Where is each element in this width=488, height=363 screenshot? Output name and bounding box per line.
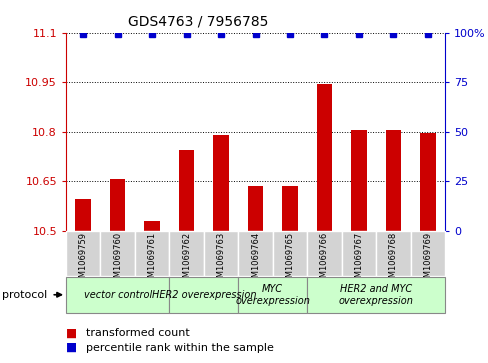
- Bar: [419, 133, 435, 231]
- Bar: [385, 130, 400, 231]
- Bar: [238, 277, 306, 313]
- Text: GSM1069766: GSM1069766: [319, 232, 328, 288]
- Text: GSM1069769: GSM1069769: [423, 232, 431, 288]
- Text: GSM1069767: GSM1069767: [354, 232, 363, 288]
- Text: protocol: protocol: [2, 290, 48, 300]
- Bar: [144, 221, 160, 231]
- Bar: [341, 231, 375, 276]
- Bar: [100, 231, 135, 276]
- Bar: [179, 150, 194, 231]
- Bar: [169, 277, 238, 313]
- Text: MYC
overexpression: MYC overexpression: [235, 284, 309, 306]
- Bar: [169, 231, 203, 276]
- Text: GSM1069768: GSM1069768: [388, 232, 397, 288]
- Text: GSM1069760: GSM1069760: [113, 232, 122, 288]
- Text: GSM1069763: GSM1069763: [216, 232, 225, 288]
- Bar: [213, 135, 228, 231]
- Bar: [66, 277, 169, 313]
- Text: GSM1069759: GSM1069759: [79, 232, 87, 288]
- Bar: [306, 231, 341, 276]
- Bar: [238, 231, 272, 276]
- Text: GSM1069764: GSM1069764: [250, 232, 260, 288]
- Bar: [306, 277, 444, 313]
- Text: GSM1069765: GSM1069765: [285, 232, 294, 288]
- Text: vector control: vector control: [83, 290, 151, 300]
- Bar: [410, 231, 444, 276]
- Text: transformed count: transformed count: [85, 328, 189, 338]
- Title: GDS4763 / 7956785: GDS4763 / 7956785: [128, 15, 268, 29]
- Text: HER2 and MYC
overexpression: HER2 and MYC overexpression: [338, 284, 413, 306]
- Text: GSM1069762: GSM1069762: [182, 232, 191, 288]
- Text: ■: ■: [66, 341, 77, 354]
- Text: GSM1069761: GSM1069761: [147, 232, 156, 288]
- Bar: [316, 84, 331, 231]
- Text: HER2 overexpression: HER2 overexpression: [151, 290, 256, 300]
- Text: percentile rank within the sample: percentile rank within the sample: [85, 343, 273, 353]
- Bar: [110, 179, 125, 231]
- Text: ■: ■: [66, 327, 77, 340]
- Bar: [282, 186, 297, 231]
- Bar: [272, 231, 306, 276]
- Bar: [350, 130, 366, 231]
- Bar: [135, 231, 169, 276]
- Bar: [375, 231, 410, 276]
- Bar: [247, 186, 263, 231]
- Bar: [66, 231, 100, 276]
- Bar: [75, 199, 91, 231]
- Bar: [203, 231, 238, 276]
